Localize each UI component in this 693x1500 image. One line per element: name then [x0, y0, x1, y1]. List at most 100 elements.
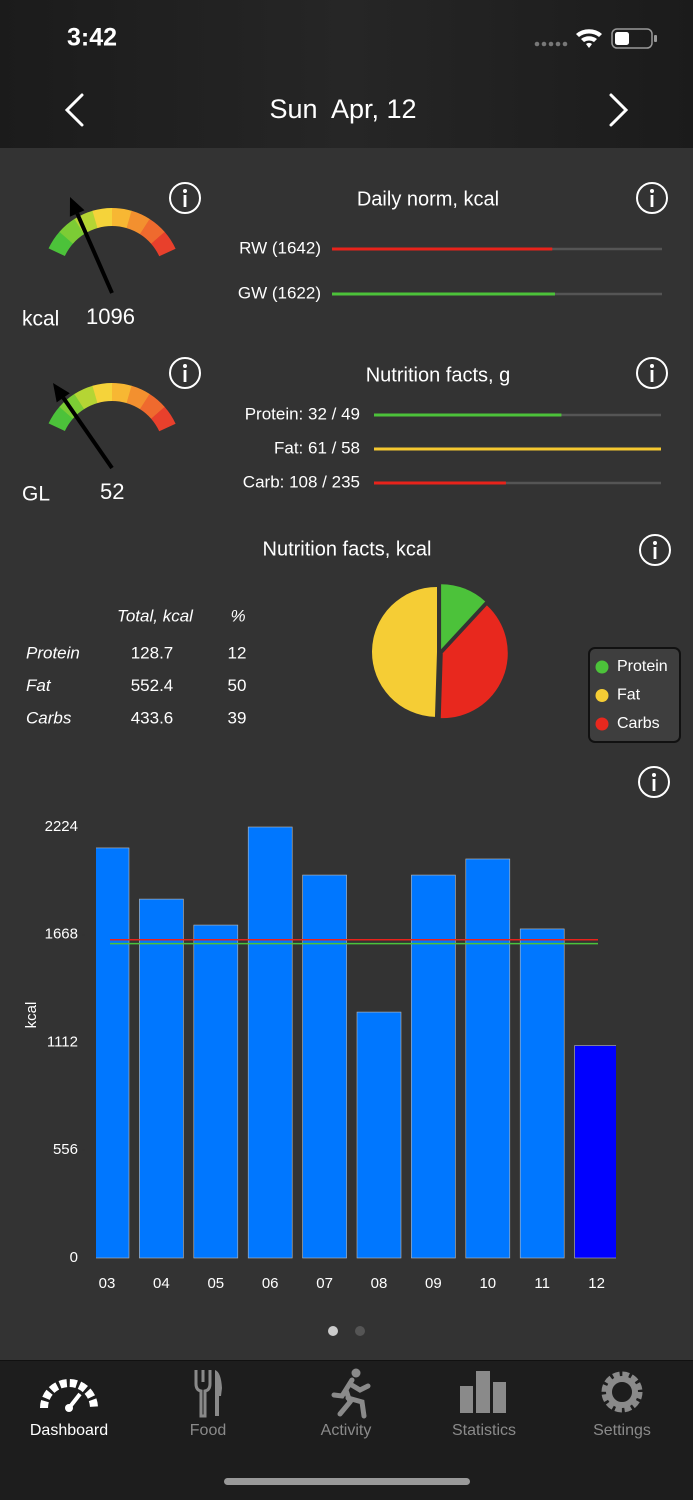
x-tick-label: 09	[425, 1275, 442, 1292]
tab-label: Statistics	[452, 1422, 516, 1439]
icon	[476, 1371, 490, 1413]
y-tick-label: 1668	[45, 926, 78, 943]
gauge-segment	[151, 231, 176, 257]
tab[interactable]: Settings	[593, 1371, 651, 1439]
y-tick-label: 1112	[47, 1033, 78, 1050]
tab[interactable]: Dashboard	[30, 1379, 108, 1439]
x-tick-label: 08	[371, 1275, 388, 1292]
battery	[611, 28, 657, 49]
progress-label: Carb: 108 / 235	[243, 472, 360, 491]
table-row-name: Fat	[26, 676, 52, 695]
gauge-segment	[126, 210, 150, 235]
legend-swatch	[595, 660, 609, 674]
bar	[139, 898, 184, 1259]
y-tick-label: 556	[53, 1141, 78, 1158]
info-dot	[650, 364, 654, 368]
plot	[96, 826, 616, 1259]
gauge-segment	[139, 218, 165, 244]
gauge-needle	[61, 396, 114, 470]
tab-label: Activity	[321, 1422, 372, 1439]
bar	[574, 1045, 616, 1259]
gauge-segment	[59, 393, 85, 419]
section-title: Nutrition facts, g	[366, 364, 511, 386]
next-day[interactable]	[609, 93, 629, 127]
gauge-segment	[48, 406, 74, 432]
legend: Protein Fat Carbs	[588, 647, 681, 743]
icon	[351, 1368, 361, 1378]
gauge-needle-head	[53, 383, 70, 403]
info-button[interactable]	[639, 534, 671, 566]
gauge-value: 1096	[86, 304, 135, 329]
x-tick-label: 11	[534, 1275, 550, 1292]
section-title: Daily norm, kcal	[357, 188, 499, 210]
tab-label: Food	[190, 1422, 226, 1439]
x-tick-label: 03	[99, 1275, 116, 1292]
info-button[interactable]	[638, 766, 670, 798]
tab-label: Dashboard	[30, 1422, 108, 1439]
table-cell: 39	[228, 708, 247, 727]
y-tick-label: 0	[70, 1249, 78, 1266]
info-circle	[169, 357, 201, 389]
bar	[96, 847, 130, 1259]
gauge-segment	[112, 208, 132, 229]
gauge-needle	[75, 212, 114, 294]
legend-label: Carbs	[617, 715, 660, 732]
info-dot	[650, 189, 654, 193]
gauge-needle-head	[69, 197, 85, 217]
info-circle	[638, 766, 670, 798]
info-dot	[653, 541, 657, 545]
info-button[interactable]	[169, 357, 201, 389]
table-cell: 50	[228, 676, 247, 695]
x-tick-label: 05	[207, 1275, 224, 1292]
info-stem	[653, 547, 657, 559]
page-dot-active[interactable]	[328, 1326, 338, 1336]
info-dot	[183, 364, 187, 368]
gauge-label: GL	[22, 483, 50, 506]
bar	[302, 874, 347, 1259]
info-circle	[636, 182, 668, 214]
tab[interactable]: Activity	[321, 1368, 372, 1440]
progress-label: Fat: 61 / 58	[274, 438, 360, 457]
gauge-segment	[48, 231, 74, 257]
table-row-name: Carbs	[26, 708, 72, 727]
signal	[534, 41, 568, 47]
legend-label: Fat	[617, 687, 641, 704]
icon	[493, 1382, 506, 1413]
progress-label: RW (1642)	[239, 238, 321, 257]
tab-label: Settings	[593, 1422, 651, 1439]
gauge-segment	[92, 382, 113, 404]
icon	[194, 1370, 212, 1418]
info-button[interactable]	[636, 357, 668, 389]
bar	[356, 1011, 402, 1259]
icon	[40, 1379, 98, 1409]
x-tick-label: 07	[316, 1275, 333, 1292]
gauge-segment	[59, 218, 85, 244]
status-time: 3:42	[67, 24, 117, 52]
tab-bar-bg	[0, 1360, 693, 1500]
gauge-segment	[92, 208, 113, 229]
y-axis-label: kcal	[23, 1002, 40, 1029]
pie-slice	[441, 584, 486, 650]
x-tick-label: 10	[479, 1275, 496, 1292]
progress-label: Protein: 32 / 49	[245, 404, 360, 423]
info-circle	[636, 357, 668, 389]
progress-label: GW (1622)	[238, 283, 321, 302]
bar	[411, 874, 456, 1259]
tab[interactable]: Food	[190, 1370, 226, 1439]
tab[interactable]: Statistics	[452, 1371, 516, 1439]
table-header: Total, kcal	[117, 606, 194, 625]
page-dot[interactable]	[355, 1326, 365, 1336]
info-button[interactable]	[636, 182, 668, 214]
pie-slice	[372, 586, 438, 717]
info-dot	[183, 189, 187, 193]
table-header: %	[230, 606, 245, 625]
legend-label: Protein	[617, 658, 668, 675]
legend-box	[588, 647, 681, 743]
prev-day[interactable]	[64, 93, 84, 127]
home-indicator	[224, 1478, 470, 1485]
info-button[interactable]	[169, 182, 201, 214]
x-tick-label: 12	[588, 1275, 605, 1292]
info-circle	[169, 182, 201, 214]
table-row-name: Protein	[26, 643, 80, 662]
